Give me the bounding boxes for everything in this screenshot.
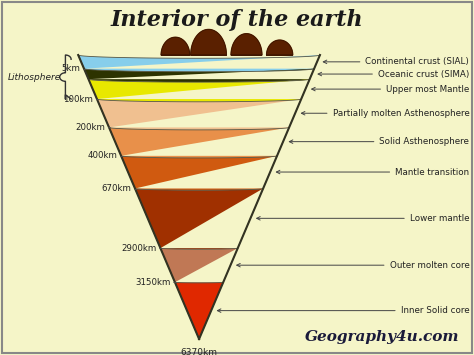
Text: 3150km: 3150km <box>136 278 171 287</box>
Text: Geography4u.com: Geography4u.com <box>305 331 460 344</box>
Polygon shape <box>135 189 263 249</box>
Text: Interior of the earth: Interior of the earth <box>111 9 363 31</box>
Text: Mantle transition: Mantle transition <box>276 168 469 176</box>
Polygon shape <box>121 156 277 190</box>
Polygon shape <box>175 282 223 339</box>
Polygon shape <box>160 248 238 283</box>
Polygon shape <box>109 127 289 158</box>
Text: Outer molten core: Outer molten core <box>237 261 469 270</box>
Text: 670km: 670km <box>101 184 131 193</box>
Text: 400km: 400km <box>87 151 118 160</box>
Polygon shape <box>191 29 226 55</box>
Polygon shape <box>231 34 262 55</box>
Text: Lithosphere: Lithosphere <box>8 72 61 82</box>
Polygon shape <box>89 79 310 102</box>
Text: 5km: 5km <box>61 64 80 73</box>
Text: Partially molten Asthenosphere: Partially molten Asthenosphere <box>301 109 469 118</box>
Text: Solid Asthenosphere: Solid Asthenosphere <box>289 137 469 146</box>
Text: 200km: 200km <box>75 123 105 132</box>
Polygon shape <box>84 69 314 82</box>
Text: Continental crust (SIAL): Continental crust (SIAL) <box>323 58 469 66</box>
Text: Inner Solid core: Inner Solid core <box>218 306 469 315</box>
Text: Upper most Mantle: Upper most Mantle <box>312 84 469 94</box>
Text: 2900km: 2900km <box>121 244 156 253</box>
Text: 6370km: 6370km <box>181 348 218 355</box>
Text: Oceanic crust (SIMA): Oceanic crust (SIMA) <box>318 70 469 78</box>
Text: 100km: 100km <box>63 94 93 104</box>
Polygon shape <box>161 37 190 55</box>
Polygon shape <box>78 55 320 72</box>
Text: Lower mantle: Lower mantle <box>257 214 469 223</box>
Polygon shape <box>97 99 301 130</box>
Polygon shape <box>266 40 292 55</box>
